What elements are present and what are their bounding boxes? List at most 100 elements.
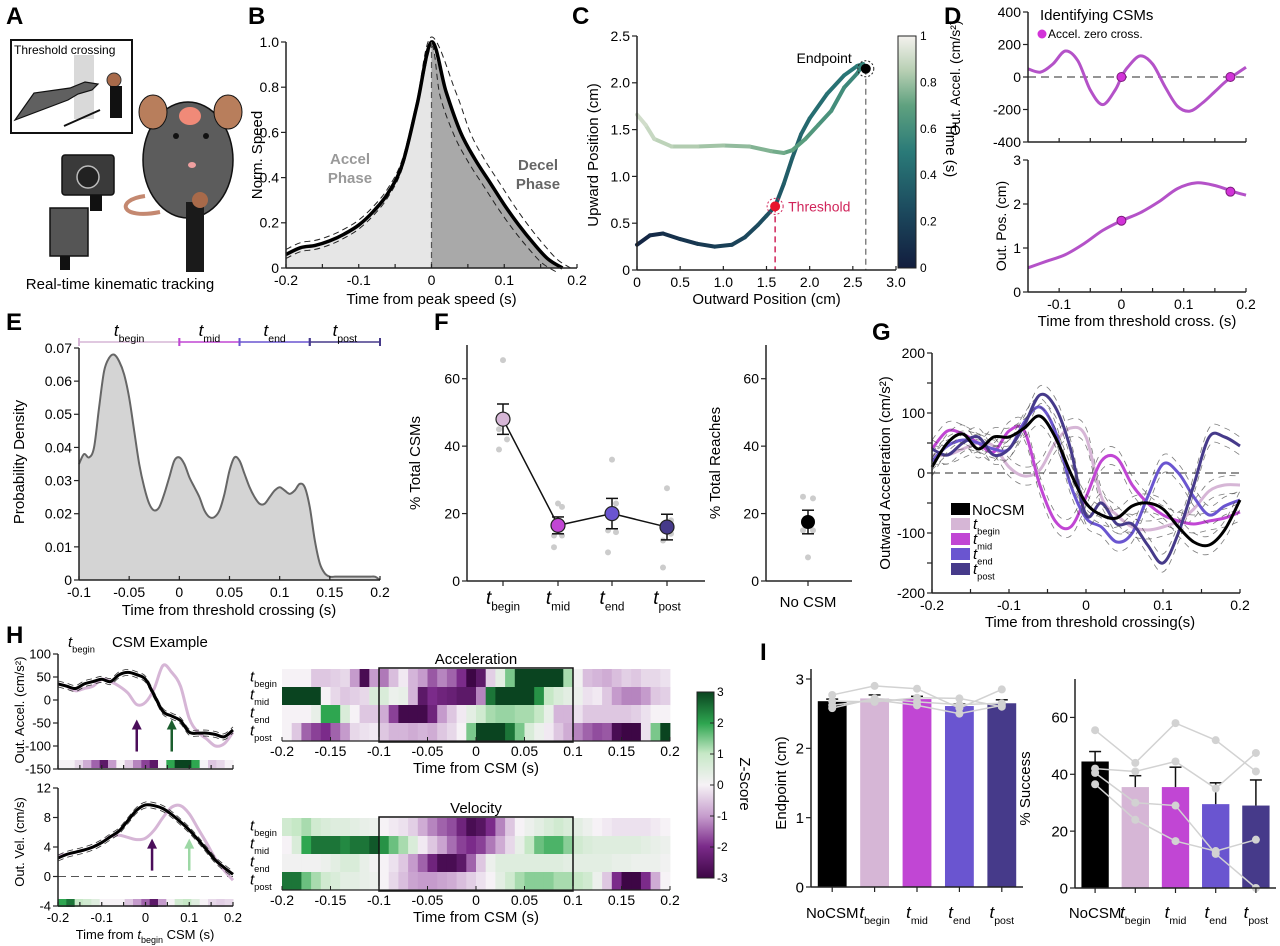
x-tick-label: -0.05 [412,892,444,908]
endpoint-ring [857,60,875,78]
heatmap-cell [495,669,506,688]
zscore-cell [183,899,192,907]
heatmap-cell [388,854,399,873]
accel-phase-area [286,42,432,268]
heatmap-cell [417,854,428,873]
heatmap-cell [621,854,632,873]
heatmap-cell [408,836,419,855]
x-tick-label: 0.2 [1230,597,1250,613]
heatmap-cell [476,669,487,688]
y-tick-label: 0 [452,573,460,589]
heatmap-cell [582,872,593,891]
panel-letter-d: D [944,3,961,30]
heatmap-cell [379,818,390,837]
heatmap-cell [611,723,622,742]
csm-arrowhead-icon [147,838,158,849]
category-label: NoCSM [1069,905,1122,922]
heatmap-cell [640,836,651,855]
heatmap-cell [291,669,302,688]
subject-point [613,529,619,536]
heatmap-cell [602,687,613,706]
heatmap-cell [611,705,622,724]
heatmap-cell [456,872,467,891]
y-axis-label: Out. Accel. (cm/s²) [12,657,27,764]
heatmap-cell [553,723,564,742]
subject-point [870,681,879,690]
sem-line [57,674,234,741]
colorbar-label: Time (s) [942,123,959,177]
y-tick-label: 0 [917,465,925,481]
zscore-cell [91,760,101,768]
pellet-icon [106,72,122,88]
heatmap-cell [311,836,322,855]
heatmap-cell [359,818,370,837]
bar-no-csm [817,701,847,887]
heatmap-cell [349,687,360,706]
legend-marker [1037,29,1047,39]
y-tick-label: 0 [622,262,630,278]
heatmap-cell [495,836,506,855]
trajectory-segment [695,241,717,249]
heatmap-cell [495,818,506,837]
zscore-cell [216,899,226,907]
heatmap-cell [534,705,545,724]
heatmap-cell [291,872,302,891]
heatmap-cell [485,687,496,706]
heatmap-cell [446,836,457,855]
panel-a-caption: Real-time kinematic tracking [26,276,214,293]
heatmap-cell [553,705,564,724]
subject-point [913,697,921,706]
headcap-icon [179,107,201,125]
heatmap-cell [437,705,448,724]
heatmap-cell [631,818,642,837]
sem-line [57,668,234,735]
heatmap-cell [611,854,622,873]
trajectory-segment [729,235,747,247]
x-tick-label: -0.05 [113,584,145,600]
heatmap-cell [582,836,593,855]
subject-point [828,690,837,699]
x-tick-label: -0.1 [91,910,113,925]
heatmap-cell [398,687,409,706]
y-axis-label: Out. Vel. (cm/s) [12,797,27,887]
bar-t-end [944,706,974,887]
heatmap-cell [388,669,399,688]
heatmap-cell [417,836,428,855]
heatmap-cell [592,723,603,742]
panel-e-density-chart: -0.1 -0.05 0 0.05 0.1 0.15 0.2 0 0.01 0.02 0.03 0.0… [11,321,390,619]
y-tick-label: 0 [44,869,51,884]
heatmap-cell [446,669,457,688]
subject-point [1211,736,1220,745]
y-tick-label: 40 [1051,767,1068,784]
heatmap-cell [446,818,457,837]
heatmap-cell [631,687,642,706]
subject-point [1091,780,1100,789]
y-axis-label: Endpoint (cm) [773,736,790,829]
heatmap-cell [543,854,554,873]
trajectory-segment [660,231,683,242]
y-tick-label: 2.0 [611,75,631,91]
subject-point [870,694,879,703]
zscore-cell [149,760,159,768]
subject-point [1171,801,1180,810]
y-tick-label: 0.06 [45,373,72,389]
heatmap-cell [466,705,477,724]
zscore-cell [83,899,92,907]
heatmap-cell [301,705,312,724]
x-tick-label: -0.1 [997,597,1021,613]
legend-swatch [951,563,970,575]
subject-point [664,485,670,492]
heatmap-cell [650,836,661,855]
time-colorbar [897,35,917,269]
heatmap-cell [379,854,390,873]
y-tick-label: 0 [44,693,51,708]
heatmap-cell [524,723,535,742]
heatmap-cell [301,836,312,855]
mean-marker [659,519,675,535]
y-tick-label: -200 [993,101,1021,117]
heatmap-cell [631,723,642,742]
y-axis-label: % Success [1017,751,1034,825]
category-label: tbegin [1120,903,1151,927]
heatmap-cell [543,723,554,742]
